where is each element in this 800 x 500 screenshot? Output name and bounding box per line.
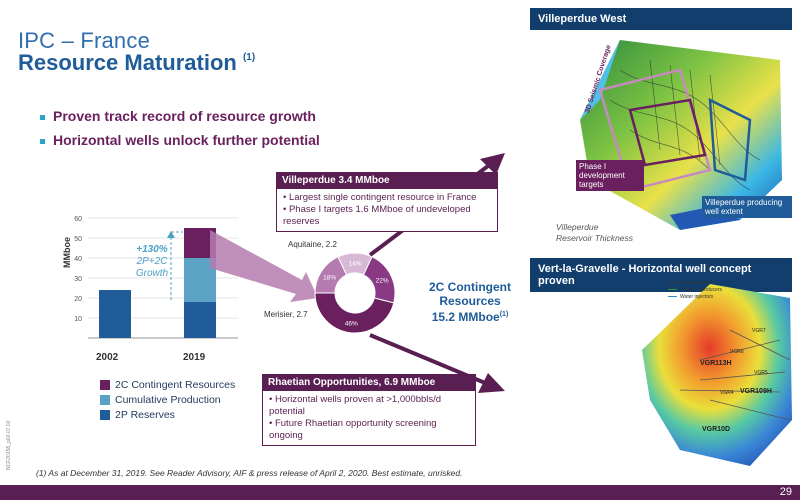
legend-item-cumulative: Cumulative Production (100, 394, 221, 406)
map1-caption-line1: Villeperdue (556, 222, 599, 232)
well-label: VGR109H (740, 388, 772, 395)
well-label: VGR7 (752, 328, 766, 334)
x-tick-2002: 2002 (96, 352, 119, 363)
legend-label: 2P Reserves (115, 409, 175, 421)
title-footnote-mark: (1) (242, 52, 256, 63)
wedge-arrow (210, 230, 318, 302)
legend-label: 2C Contingent Resources (115, 379, 236, 391)
legend-item-2p: 2P Reserves (100, 409, 175, 421)
villeperdue-map-panel: Villeperdue West (530, 8, 792, 30)
map1-caption: Villeperdue Reservoir Thickness (556, 222, 633, 244)
vlg-map-header: Vert-la-Gravelle - Horizontal well conce… (530, 258, 792, 292)
donut-chart: 14% 22% 46% 18% (314, 252, 396, 334)
contingent-label: 2C Contingent Resources (429, 280, 511, 308)
list-item: Phase 1 producers (668, 287, 722, 294)
bullet-text-2: Horizontal wells unlock further potentia… (53, 132, 320, 148)
vlg-map (642, 284, 792, 466)
vlg-legend: Existing wells Phase 1 producers Water i… (668, 280, 722, 301)
slice-pct-label: 14% (348, 261, 361, 268)
slice-label-aquitaine: Aquitaine, 2.2 (288, 240, 337, 249)
bar-segment (99, 290, 131, 338)
bullet-item: Horizontal wells unlock further potentia… (40, 132, 320, 148)
legend-swatch (100, 395, 110, 406)
slice-label-merisier: Merisier, 2.7 (264, 310, 308, 319)
y-tick-label: 20 (74, 296, 82, 303)
map1-caption-line2: Reservoir Thickness (556, 233, 633, 243)
bullet-square-icon (40, 138, 45, 144)
y-tick-label: 30 (74, 276, 82, 283)
growth-line3: Growth (135, 268, 169, 279)
growth-line2: 2P+2C (136, 256, 168, 267)
slice-pct-label: 18% (323, 274, 336, 281)
list-item: • Phase I targets 1.6 MMboe of undevelop… (283, 204, 471, 227)
contingent-mark: (1) (499, 311, 509, 318)
bullet-item: Proven track record of resource growth (40, 108, 316, 124)
y-tick-label: 50 (74, 236, 82, 243)
phase1-label: Phase I development targets (576, 160, 644, 191)
donut-slice (314, 256, 348, 294)
contingent-total: 2C Contingent Resources 15.2 MMboe(1) (400, 280, 540, 324)
bullet-text-1: Proven track record of resource growth (53, 108, 316, 124)
list-item: • Horizontal wells proven at >1,000bbls/… (269, 394, 442, 417)
slice-pct-label: 22% (376, 278, 389, 285)
footnote: (1) As at December 31, 2019. See Reader … (36, 468, 463, 478)
footer-bar (0, 485, 800, 500)
rhaetian-header: Rhaetian Opportunities, 6.9 MMboe (262, 374, 476, 391)
growth-annotation: +130% 2P+2C Growth (130, 244, 174, 280)
list-item: Existing wells (668, 280, 722, 287)
page-title: Resource Maturation (1) (18, 50, 255, 76)
well-label: VGR6 (730, 349, 744, 355)
donut-slice (314, 292, 395, 334)
villeperdue-map-header: Villeperdue West (530, 8, 792, 30)
growth-line1: +130% (136, 244, 168, 255)
vlg-map-panel: Vert-la-Gravelle - Horizontal well conce… (530, 258, 792, 292)
legend-swatch (100, 380, 110, 391)
list-item: • Largest single contingent resource in … (283, 192, 477, 203)
well-label: VGR5 (754, 370, 768, 376)
y-tick-label: 10 (74, 316, 82, 323)
title-line1: IPC – France (18, 28, 151, 53)
page-number: 29 (779, 486, 792, 498)
growth-arrow (167, 231, 183, 300)
rhaetian-body: • Horizontal wells proven at >1,000bbls/… (262, 391, 476, 446)
contingent-value: 15.2 MMboe (431, 310, 500, 324)
y-tick-label: 40 (74, 256, 82, 263)
list-item: • Future Rhaetian opportunity screening … (269, 418, 437, 441)
slice-pct-label: 46% (345, 320, 358, 327)
y-tick-label: 60 (74, 216, 82, 223)
well-label: VGR113H (700, 360, 732, 367)
bullet-square-icon (40, 114, 45, 120)
well-label: VGR4 (720, 390, 734, 396)
villeperdue-body: • Largest single contingent resource in … (276, 189, 498, 232)
legend-label: Cumulative Production (115, 394, 221, 406)
legend-swatch (100, 410, 110, 421)
x-tick-2019: 2019 (183, 352, 206, 363)
list-item: Water injectors (668, 294, 722, 301)
bar-segment (184, 302, 216, 338)
villeperdue-header: Villeperdue 3.4 MMboe (276, 172, 498, 189)
legend-item-2c: 2C Contingent Resources (100, 379, 235, 391)
well-label: VGR10D (702, 426, 731, 433)
villeperdue-callout: Villeperdue 3.4 MMboe • Largest single c… (276, 172, 498, 232)
extent-label: Villeperdue producing well extent (702, 196, 792, 218)
rhaetian-callout: Rhaetian Opportunities, 6.9 MMboe • Hori… (262, 374, 476, 446)
y-axis-label: MMboe (62, 237, 72, 268)
title-line2: Resource Maturation (18, 50, 237, 75)
doc-code: NCF20158_p02-07.02 (6, 420, 12, 470)
